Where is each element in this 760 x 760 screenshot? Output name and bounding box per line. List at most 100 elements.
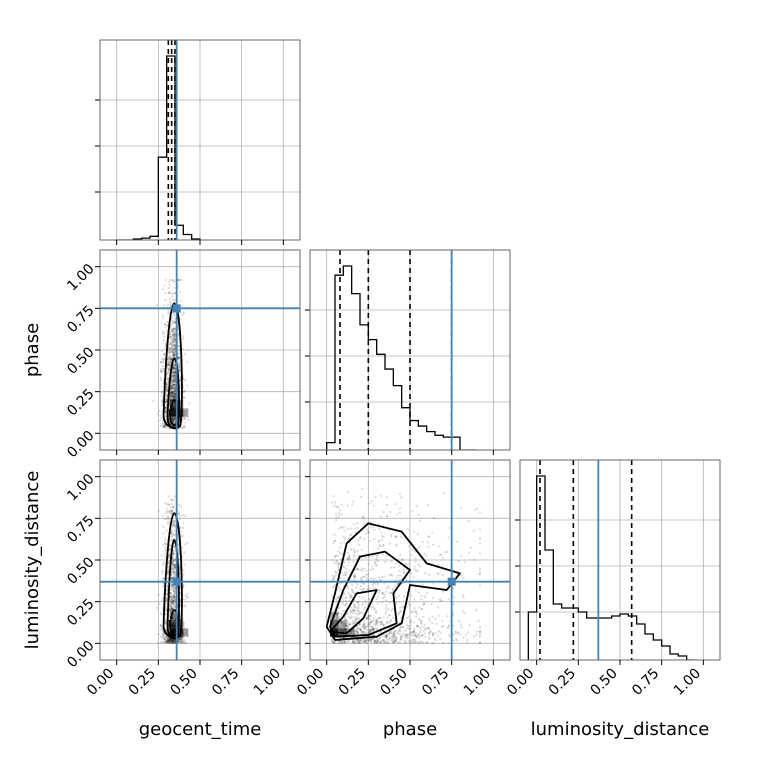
sample-point bbox=[177, 366, 180, 369]
sample-point bbox=[338, 626, 341, 629]
sample-point bbox=[182, 604, 185, 607]
y-tick-label: 0.50 bbox=[64, 554, 97, 587]
sample-point bbox=[346, 504, 349, 507]
sample-point bbox=[343, 624, 346, 627]
sample-point bbox=[171, 606, 174, 610]
sample-point bbox=[372, 633, 375, 637]
sample-point bbox=[171, 350, 175, 353]
sample-point bbox=[159, 370, 163, 373]
sample-point bbox=[395, 544, 398, 547]
sample-point bbox=[369, 629, 372, 633]
density-cell bbox=[170, 400, 179, 409]
sample-point bbox=[172, 351, 175, 354]
sample-point bbox=[376, 602, 379, 605]
sample-point bbox=[382, 544, 385, 547]
sample-point bbox=[413, 609, 416, 612]
sample-point bbox=[163, 425, 166, 428]
x-tick-label: 1.00 bbox=[461, 666, 494, 699]
sample-point bbox=[173, 524, 176, 527]
sample-point bbox=[365, 617, 368, 620]
sample-point bbox=[377, 617, 381, 620]
sample-point bbox=[173, 344, 176, 347]
sample-point bbox=[423, 594, 426, 597]
sample-point bbox=[165, 640, 168, 644]
sample-point bbox=[395, 536, 398, 539]
sample-point bbox=[173, 374, 176, 377]
sample-point bbox=[448, 634, 451, 637]
sample-point bbox=[187, 596, 190, 599]
sample-point bbox=[172, 603, 176, 606]
sample-point bbox=[171, 532, 175, 535]
sample-point bbox=[170, 392, 174, 395]
x-tick-label: 1.00 bbox=[251, 666, 284, 699]
sample-point bbox=[168, 356, 172, 359]
sample-point bbox=[170, 576, 174, 579]
sample-point bbox=[173, 367, 176, 371]
sample-point bbox=[166, 637, 169, 640]
sample-point bbox=[415, 625, 418, 628]
sample-point bbox=[179, 639, 182, 642]
sample-point bbox=[178, 366, 181, 369]
hist-panel-luminosity_distance: 0.00 0.25 0.50 0.75 1.00 bbox=[504, 459, 721, 699]
sample-point bbox=[180, 426, 183, 429]
sample-point bbox=[365, 629, 369, 632]
sample-point bbox=[437, 545, 440, 548]
sample-point bbox=[379, 589, 382, 592]
sample-point bbox=[414, 560, 417, 563]
sample-point bbox=[335, 505, 338, 508]
sample-point bbox=[159, 624, 163, 627]
sample-point bbox=[171, 523, 174, 526]
sample-point bbox=[406, 634, 409, 637]
y-tick-label: 1.00 bbox=[64, 471, 97, 504]
sample-point bbox=[357, 555, 360, 558]
sample-point bbox=[421, 541, 424, 544]
sample-point bbox=[345, 619, 348, 623]
sample-point bbox=[340, 526, 344, 530]
sample-point bbox=[370, 637, 373, 640]
sample-point bbox=[374, 561, 377, 564]
sample-point bbox=[164, 539, 167, 542]
sample-point bbox=[390, 533, 393, 536]
sample-point bbox=[434, 617, 437, 621]
sample-point bbox=[331, 638, 334, 641]
sample-point bbox=[357, 543, 360, 546]
sample-point bbox=[388, 587, 391, 590]
sample-point bbox=[417, 591, 420, 594]
sample-point bbox=[414, 611, 417, 614]
sample-point bbox=[457, 619, 461, 623]
sample-point bbox=[172, 549, 175, 552]
sample-point bbox=[362, 596, 365, 600]
sample-point bbox=[384, 634, 387, 637]
sample-point bbox=[170, 597, 174, 600]
sample-point bbox=[171, 641, 175, 644]
sample-point bbox=[171, 330, 174, 333]
sample-point bbox=[352, 603, 355, 606]
sample-point bbox=[159, 623, 162, 626]
sample-point bbox=[170, 641, 174, 645]
sample-point bbox=[363, 620, 366, 623]
sample-point bbox=[170, 339, 173, 342]
sample-point bbox=[407, 616, 410, 619]
sample-point bbox=[182, 584, 185, 588]
sample-point bbox=[339, 525, 343, 529]
sample-point bbox=[353, 578, 356, 582]
sample-point bbox=[428, 573, 431, 577]
sample-point bbox=[178, 344, 181, 348]
sample-point bbox=[376, 619, 379, 622]
sample-point bbox=[169, 347, 173, 350]
sample-point bbox=[164, 278, 167, 282]
sample-point bbox=[160, 399, 163, 402]
sample-point bbox=[474, 508, 477, 512]
sample-point bbox=[421, 608, 424, 611]
sample-point bbox=[172, 395, 175, 398]
sample-point bbox=[162, 353, 166, 356]
sample-point bbox=[167, 372, 170, 375]
sample-point bbox=[386, 515, 389, 518]
sample-point bbox=[373, 562, 377, 565]
gridlines bbox=[100, 40, 300, 240]
sample-point bbox=[173, 363, 176, 366]
sample-point bbox=[172, 340, 175, 343]
sample-point bbox=[167, 286, 170, 290]
sample-point bbox=[171, 391, 175, 395]
sample-point bbox=[377, 576, 381, 579]
